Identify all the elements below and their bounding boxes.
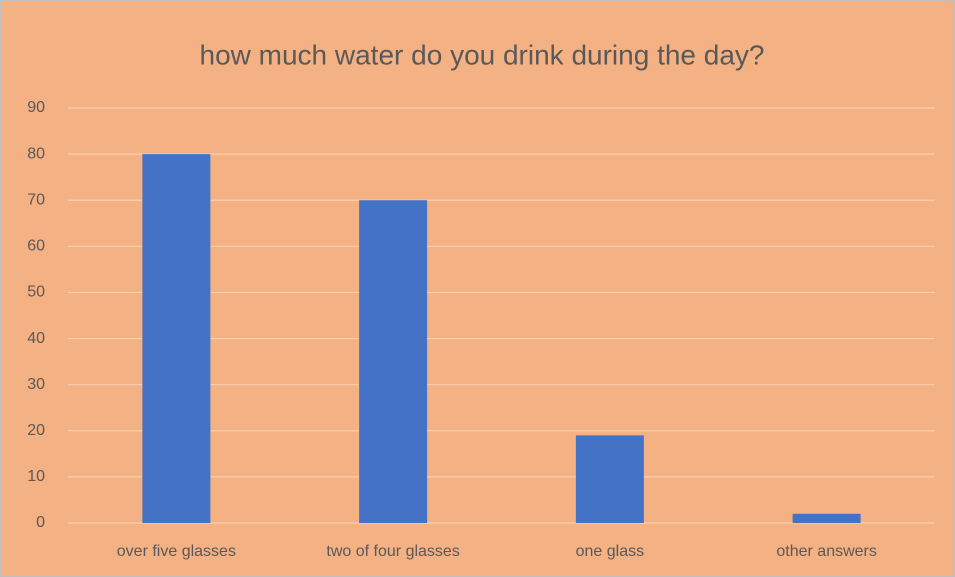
y-tick-label: 60 (27, 238, 45, 255)
chart-title: how much water do you drink during the d… (200, 39, 765, 70)
bar (359, 200, 428, 523)
y-tick-label: 80 (27, 145, 45, 162)
bar (792, 513, 861, 523)
x-tick-label: one glass (576, 543, 645, 560)
x-tick-label: other answers (776, 543, 877, 560)
y-tick-label: 50 (27, 284, 45, 301)
y-tick-label: 20 (27, 422, 45, 439)
y-tick-label: 90 (27, 99, 45, 116)
y-tick-label: 30 (27, 376, 45, 393)
y-tick-label: 10 (27, 468, 45, 485)
bar (575, 435, 644, 523)
y-tick-label: 40 (27, 330, 45, 347)
y-tick-label: 70 (27, 191, 45, 208)
x-tick-label: over five glasses (117, 543, 236, 560)
bar (142, 154, 211, 523)
y-tick-label: 0 (36, 514, 45, 531)
x-tick-label: two of four glasses (326, 543, 459, 560)
